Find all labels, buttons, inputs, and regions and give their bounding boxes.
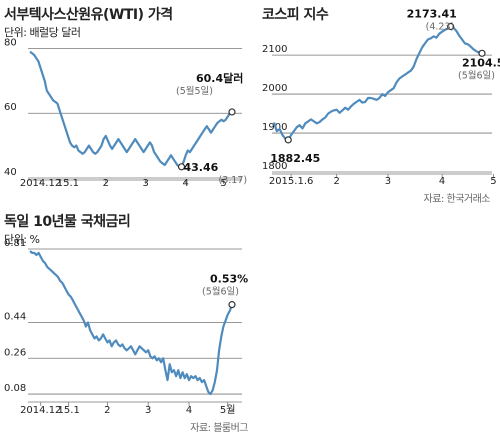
wti-unit-label: 단위: 배럴당 달러 (4, 26, 81, 39)
kospi-annotation-marker (478, 49, 486, 57)
bund-y-tick-label: 0.26 (4, 347, 26, 358)
bund-series-line (29, 250, 234, 396)
wti-y-tick-label: 40 (4, 167, 17, 178)
wti-chart-title: 서부텍사스산원유(WTI) 가격 (4, 7, 173, 23)
kospi-x-tick-label: 5 (490, 176, 496, 187)
kospi-annotation-value: 2173.41 (407, 8, 457, 21)
kospi-panel: 코스피 지수 자료: 한국거래소 2100 2000 1900 1800 2015.1.… (252, 0, 500, 205)
bund-y-tick-label: 0.81 (4, 238, 26, 249)
kospi-chart-title: 코스피 지수 (262, 7, 329, 23)
bund-annotation-value: 0.53% (210, 273, 248, 286)
kospi-annotation-date: (4.23) (426, 22, 455, 33)
kospi-y-tick-label: 2000 (262, 83, 287, 94)
bund-x-tick-label: 4 (186, 405, 192, 416)
wti-x-tick-label: 2 (103, 178, 109, 189)
wti-panel: 서부텍사스산원유(WTI) 가격 단위: 배럴당 달러 80 60 40 2014.1… (0, 0, 248, 195)
wti-annotation-marker (177, 163, 186, 171)
kospi-source: 자료: 한국거래소 (423, 194, 491, 205)
bund-y-tick-label: 0.08 (4, 383, 26, 394)
kospi-y-tick-label: 2100 (262, 44, 287, 55)
bund-x-tick-label: 2014.12 (20, 405, 61, 416)
wti-annotation-date: (5월5일) (176, 85, 213, 97)
bund-unit-label: 단위: % (4, 233, 40, 246)
wti-y-tick-label: 60 (4, 102, 17, 113)
wti-annotation-date: (3.17) (219, 175, 248, 186)
kospi-series-line (272, 25, 483, 141)
kospi-annotation-date: (5월6일) (458, 69, 495, 81)
wti-x-tick-label: 4 (183, 178, 189, 189)
bund-annotation-date: (5월6일) (202, 286, 239, 298)
kospi-x-tick-label: 2015.1.6 (269, 176, 314, 187)
bund-source: 자료: 블룸버그 (190, 423, 248, 434)
wti-series-line (29, 50, 233, 168)
bund-x-tick-label: 2 (104, 405, 110, 416)
bund-x-tick-label: 15.1 (58, 405, 80, 416)
wti-annotation-value: 60.4달러 (196, 71, 243, 85)
kospi-annotation-value: 2104.58 (462, 56, 500, 69)
wti-y-tick-label: 80 (4, 37, 17, 48)
bund-x-tick-label: 3 (145, 405, 151, 416)
kospi-x-tick-label: 2 (333, 176, 339, 187)
wti-annotation-marker (228, 108, 236, 116)
kospi-x-tick-label: 3 (385, 176, 391, 187)
kospi-x-tick-label: 4 (439, 176, 445, 187)
bund-y-tick-label: 0.44 (4, 312, 26, 323)
wti-x-tick-label: 3 (143, 178, 149, 189)
bund-annotation-marker (228, 301, 236, 309)
kospi-y-tick-label: 1800 (262, 161, 287, 172)
bund-x-tick-label: 5월 (220, 404, 236, 416)
wti-x-tick-label: 2014.12 (20, 178, 61, 189)
kospi-annotation-marker (284, 136, 292, 144)
kospi-annotation-marker (447, 22, 455, 31)
wti-x-tick-label: 15.1 (57, 178, 79, 189)
bund-chart-title: 독일 10년물 국채금리 (4, 214, 131, 230)
wti-annotation-value: 43.46 (184, 161, 219, 174)
bund-panel: 독일 10년물 국채금리 단위: % 자료: 블룸버그 0.81 0.44 0.26… (0, 205, 248, 435)
wti-x-tick-label: 5 (220, 178, 226, 189)
kospi-annotation-value: 1882.45 (270, 152, 320, 165)
